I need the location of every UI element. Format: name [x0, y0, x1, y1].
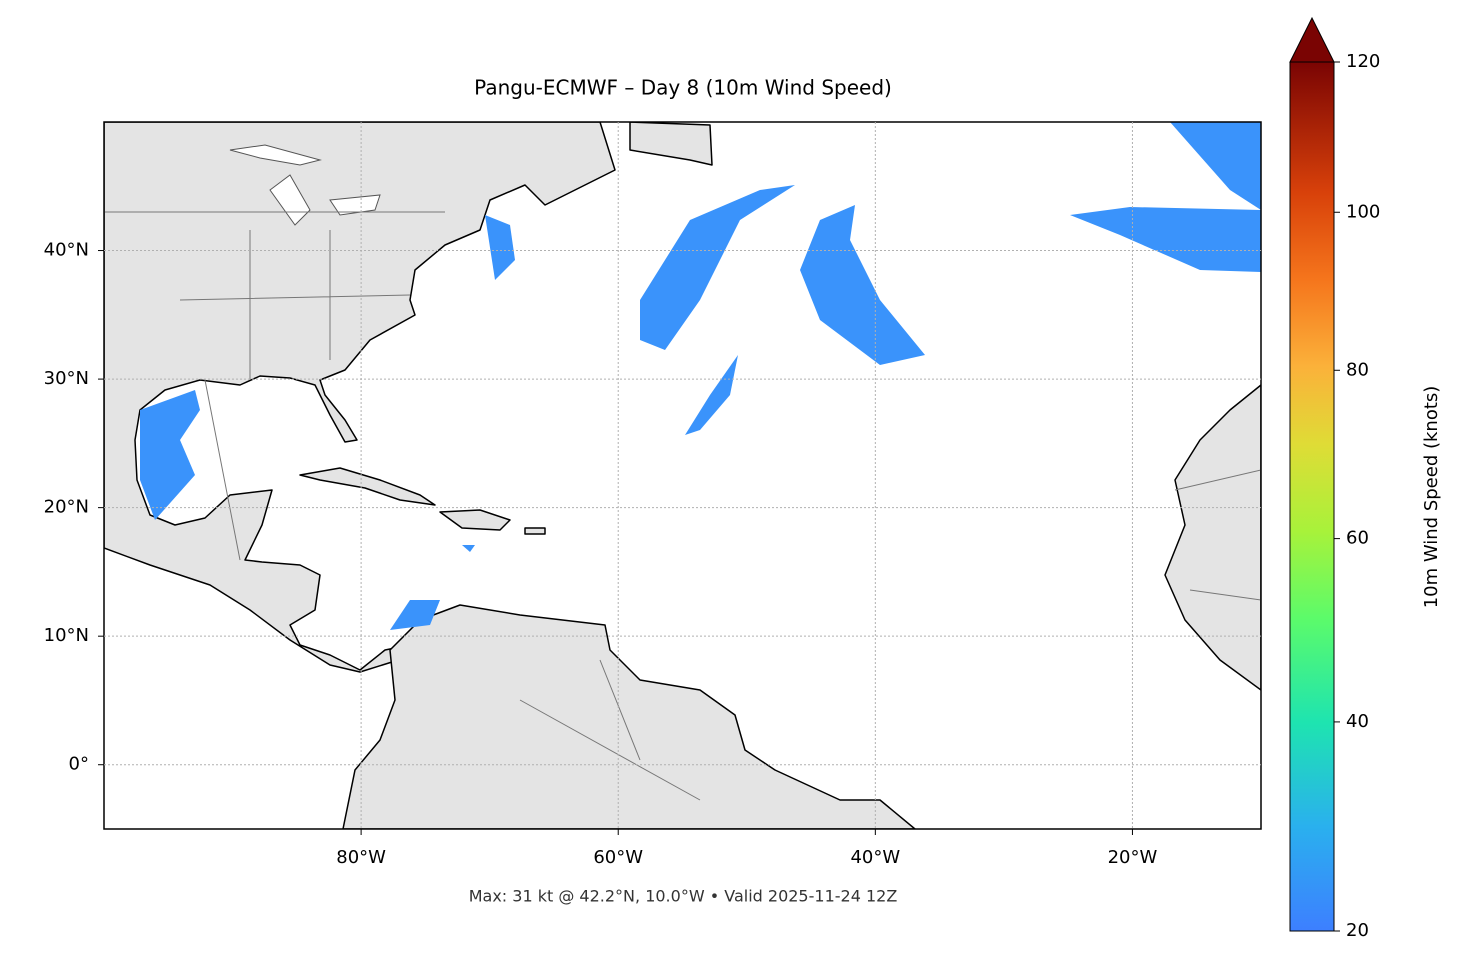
- borders: [104, 211, 1261, 801]
- x-tick-label: 20°W: [1108, 847, 1158, 868]
- hispaniola: [439, 509, 511, 531]
- colorbar-extension: [1289, 16, 1335, 63]
- y-tick-label: 10°N: [44, 625, 89, 646]
- x-tick-label: 40°W: [850, 847, 900, 868]
- y-tick-label: 20°N: [44, 497, 89, 518]
- y-tick-label: 30°N: [44, 368, 89, 389]
- south-america: [342, 604, 916, 829]
- chart-title: Pangu-ECMWF – Day 8 (10m Wind Speed): [474, 76, 892, 100]
- colorbar-tick-label: 40: [1346, 711, 1369, 732]
- x-tick-label: 80°W: [336, 847, 386, 868]
- great-lakes: [229, 144, 381, 226]
- colorbar-tick-label: 60: [1346, 528, 1369, 549]
- puerto-rico: [524, 527, 546, 535]
- map-frame: [103, 121, 1262, 830]
- wind-field: [140, 122, 1261, 630]
- colorbar-tick-label: 20: [1346, 920, 1369, 941]
- y-tick-label: 0°: [69, 754, 89, 775]
- map: [104, 122, 1261, 829]
- x-tick-label: 60°W: [593, 847, 643, 868]
- y-tick-label: 40°N: [44, 240, 89, 261]
- cuba: [299, 467, 436, 506]
- colorbar-tick-label: 100: [1346, 201, 1380, 222]
- colorbar: [1289, 61, 1335, 932]
- footnote: Max: 31 kt @ 42.2°N, 10.0°W • Valid 2025…: [469, 887, 898, 906]
- colorbar-tick-label: 120: [1346, 51, 1380, 72]
- newfoundland: [629, 122, 713, 166]
- colorbar-label: 10m Wind Speed (knots): [1421, 386, 1442, 609]
- africa: [1164, 384, 1261, 691]
- colorbar-tick-label: 80: [1346, 359, 1369, 380]
